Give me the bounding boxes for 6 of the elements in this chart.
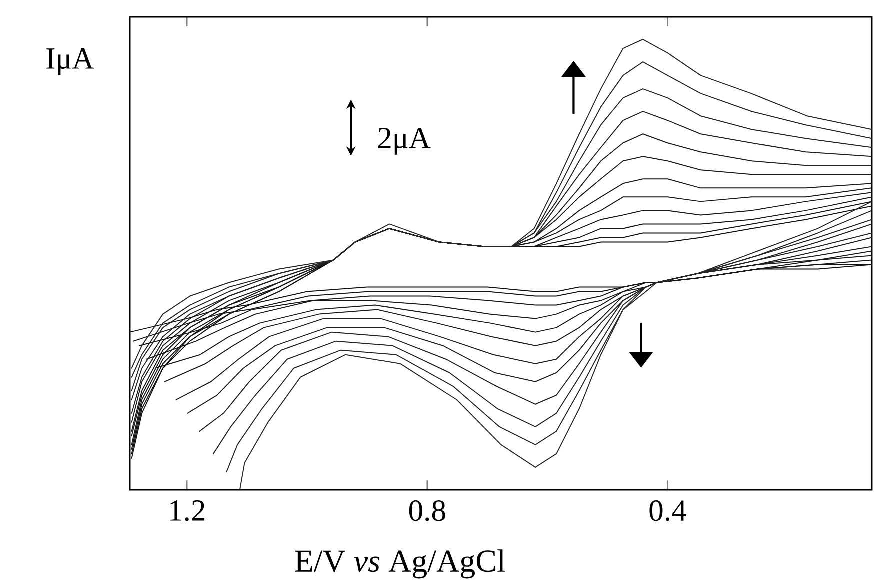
y-axis-title: IμA bbox=[46, 48, 94, 76]
x-tick-label: 1.2 bbox=[170, 500, 205, 522]
annotation: 2μA bbox=[378, 128, 431, 155]
x-tick-label: 0.8 bbox=[409, 500, 446, 522]
x-tick-label: 0.4 bbox=[650, 500, 686, 522]
x-axis-title: E/V vs Ag/AgCl bbox=[295, 550, 506, 579]
